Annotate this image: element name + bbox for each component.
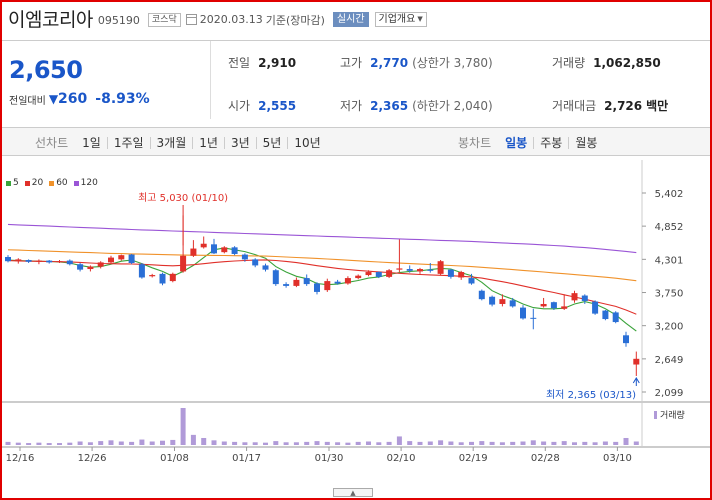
quote-date-suffix: 기준(장마감) (265, 13, 325, 27)
stat-value: 2,365 (370, 99, 409, 113)
upper-limit: (상한가 3,780) (412, 56, 493, 70)
change-percent: -8.93% (95, 91, 150, 107)
legend-label: 20 (31, 178, 44, 188)
legend-ma5: 5 (6, 178, 19, 188)
tab-weekly[interactable]: 주봉 (533, 136, 568, 149)
stat-low: 저가 2,365 (하한가 2,040) (340, 97, 493, 114)
line-chart-label[interactable]: 선차트 (35, 136, 69, 150)
stat-value: 2,726 (604, 99, 643, 113)
tab-1w[interactable]: 1주일 (106, 136, 150, 149)
company-info-label: 기업개요 (378, 14, 416, 25)
tab-daily[interactable]: 일봉 (505, 135, 528, 150)
current-price: 2,650 (9, 56, 83, 84)
stat-value: 1,062,850 (593, 56, 661, 70)
market-badge: 코스닥 (147, 12, 181, 27)
tab-monthly[interactable]: 월봉 (568, 136, 603, 149)
candle-chart-label[interactable]: 봉차트 (458, 136, 492, 150)
ma-legend: 5 20 60 120 (6, 178, 98, 188)
legend-label: 5 (13, 178, 19, 188)
legend-ma20: 20 (24, 178, 44, 188)
stat-high: 고가 2,770 (상한가 3,780) (340, 54, 493, 71)
stat-open: 시가 2,555 (228, 97, 296, 114)
tab-3m[interactable]: 3개월 (149, 136, 193, 149)
tab-1d[interactable]: 1일 (82, 135, 101, 150)
stock-code: 095190 (97, 13, 140, 27)
chart-tab-bar: 선차트 1일 1주일 3개월 1년 3년 5년 10년 봉차트 일봉 주봉 월봉 (2, 127, 710, 156)
change-label: 전일대비 (9, 95, 46, 107)
stat-volume: 거래량 1,062,850 (552, 54, 661, 71)
stat-label: 저가 (340, 99, 363, 113)
legend-label: 60 (56, 178, 68, 188)
legend-ma60: 60 (49, 178, 68, 188)
price-change: 전일대비 ▼ 260 -8.93% (9, 91, 150, 107)
company-info-dropdown[interactable]: 기업개요 ▼ (374, 12, 427, 27)
realtime-button[interactable]: 실시간 (332, 12, 369, 27)
legend-ma120: 120 (73, 178, 98, 188)
candle-chart-tabs: 봉차트 일봉 주봉 월봉 (458, 134, 603, 151)
tab-5y[interactable]: 5년 (255, 136, 288, 149)
down-triangle-icon: ▼ (48, 92, 59, 106)
stock-header: 이엠코리아 095190 코스닥 2020.03.13 기준(장마감) 실시간 … (8, 6, 427, 31)
chevron-down-icon: ▼ (417, 15, 423, 23)
stat-label: 거래대금 (552, 99, 597, 113)
calendar-icon (185, 14, 197, 25)
tab-10y[interactable]: 10년 (287, 136, 326, 149)
line-chart-tabs: 선차트 1일 1주일 3개월 1년 3년 5년 10년 (35, 134, 327, 151)
stat-value: 2,770 (370, 56, 409, 70)
stat-value: 2,910 (258, 56, 297, 70)
divider (2, 40, 710, 41)
stock-name: 이엠코리아 (8, 8, 93, 31)
change-value: 260 (58, 91, 88, 107)
stat-label: 시가 (228, 99, 251, 113)
stat-value: 2,555 (258, 99, 297, 113)
stat-label: 거래량 (552, 56, 586, 70)
volume-label: 거래량 (654, 408, 685, 421)
divider (210, 41, 211, 119)
legend-label: 120 (80, 178, 98, 188)
stat-label: 전일 (228, 56, 251, 70)
volume-label-text: 거래량 (660, 411, 685, 421)
amount-unit: 백만 (646, 99, 669, 113)
chart-scroll-handle[interactable]: ▲ (333, 488, 373, 497)
lower-limit: (하한가 2,040) (412, 99, 493, 113)
stat-label: 고가 (340, 56, 363, 70)
tab-1y[interactable]: 1년 (192, 136, 224, 149)
stat-amount: 거래대금 2,726 백만 (552, 97, 668, 114)
tab-3y[interactable]: 3년 (223, 136, 256, 149)
quote-date: 2020.03.13 (199, 13, 263, 26)
stat-prev-close: 전일 2,910 (228, 54, 296, 71)
